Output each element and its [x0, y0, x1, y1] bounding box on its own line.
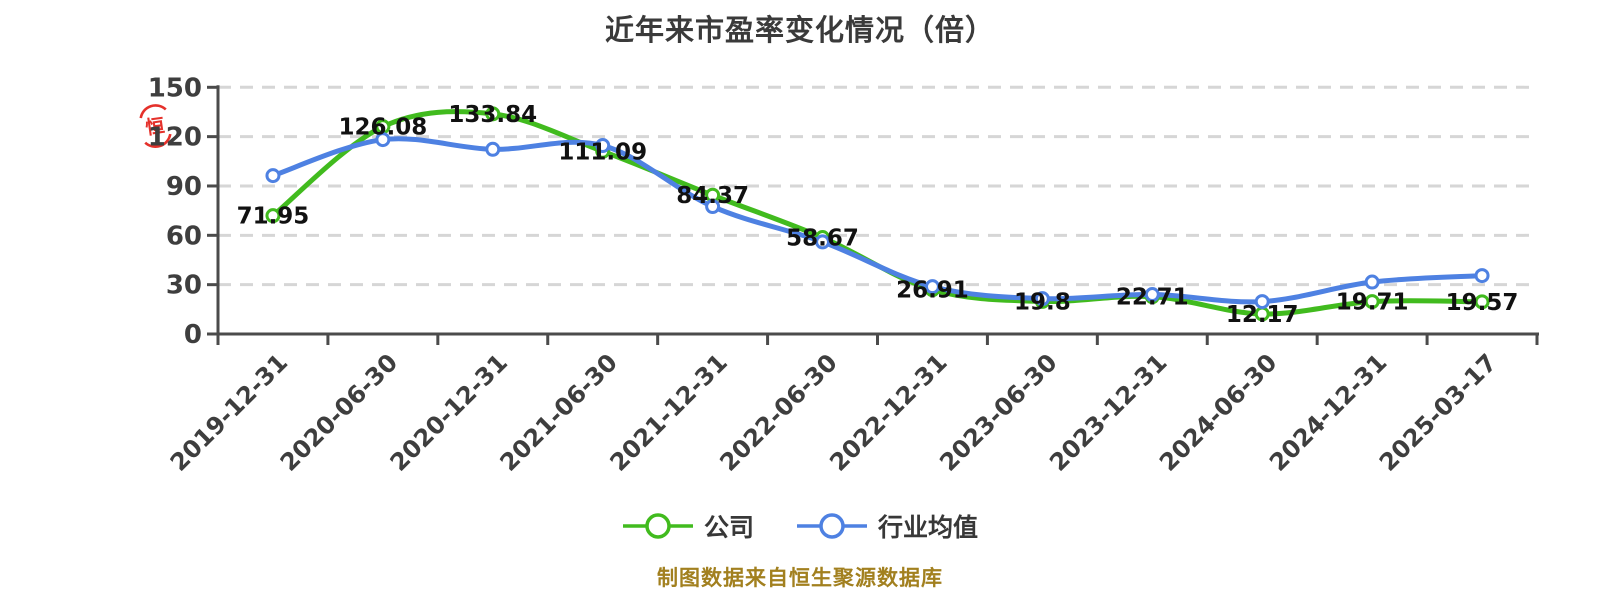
industry-point-marker: [265, 168, 281, 184]
data-label: 26.91: [896, 278, 969, 304]
y-axis-label: 60: [166, 221, 202, 251]
legend-item-company[interactable]: 公司: [622, 508, 754, 544]
legend-label-industry: 行业均值: [878, 513, 979, 542]
x-axis-label: 2025-03-17: [1374, 348, 1502, 476]
y-axis-label: 0: [184, 320, 202, 350]
industry-point-marker: [1144, 287, 1160, 303]
chart-title: 近年来市盈率变化情况（倍）: [604, 13, 995, 47]
industry-point-marker: [485, 141, 501, 157]
industry-legend-marker: [797, 513, 867, 539]
data-label: 12.17: [1226, 302, 1299, 328]
data-label: 19.57: [1446, 290, 1519, 316]
data-label: 111.09: [558, 139, 647, 165]
company-point-marker: [1474, 294, 1490, 310]
industry-point-marker: [1034, 291, 1050, 307]
data-label: 58.67: [786, 226, 859, 252]
industry-point-marker: [815, 234, 831, 250]
data-label: 71.95: [237, 204, 310, 230]
y-axis-label: 120: [148, 123, 202, 153]
company-legend-marker: [622, 513, 693, 539]
data-source-note: 制图数据来自恒生聚源数据库: [657, 566, 943, 590]
y-axis-label: 90: [166, 172, 202, 202]
data-label: 19.71: [1336, 290, 1409, 316]
y-axis-label: 30: [166, 271, 202, 301]
data-label: 126.08: [338, 115, 427, 141]
industry-point-marker: [1364, 274, 1380, 290]
industry-point-marker: [924, 279, 940, 295]
company-point-marker: [265, 208, 281, 224]
data-label: 84.37: [676, 183, 749, 209]
industry-point-marker: [375, 132, 391, 148]
data-label: 19.8: [1014, 289, 1071, 315]
legend-label-company: 公司: [703, 513, 754, 542]
data-label: 133.84: [448, 102, 537, 128]
industry-point-marker: [1474, 268, 1490, 284]
industry-line: [270, 136, 1485, 305]
seal-character: 恒: [144, 115, 166, 139]
company-point-marker: [1364, 294, 1380, 310]
legend-item-industry[interactable]: 行业均值: [796, 508, 978, 544]
industry-point-marker: [1254, 294, 1270, 310]
hengsheng-seal-icon: 恒: [139, 104, 172, 148]
company-point-marker: [485, 106, 501, 122]
y-axis-label: 150: [148, 73, 202, 103]
industry-point-marker: [705, 199, 721, 215]
legend: 公司 行业均值: [0, 503, 1600, 549]
data-label: 22.71: [1116, 285, 1189, 311]
industry-point-marker: [595, 138, 611, 154]
